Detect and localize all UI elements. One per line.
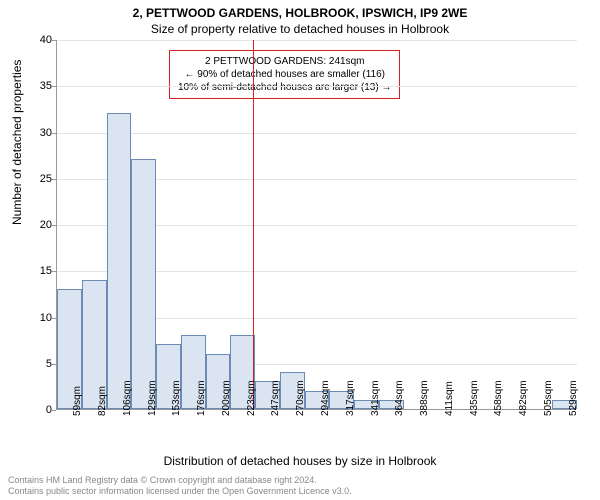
xtick-label: 129sqm (147, 380, 158, 416)
xtick-label: 317sqm (345, 380, 356, 416)
chart-title-main: 2, PETTWOOD GARDENS, HOLBROOK, IPSWICH, … (0, 6, 600, 20)
annotation-line1: 2 PETTWOOD GARDENS: 241sqm (178, 55, 391, 68)
ytick-mark (52, 271, 56, 272)
chart-container: 2, PETTWOOD GARDENS, HOLBROOK, IPSWICH, … (0, 0, 600, 500)
footer-line2: Contains public sector information licen… (8, 486, 352, 497)
xtick-label: 505sqm (543, 380, 554, 416)
xtick-label: 294sqm (320, 380, 331, 416)
ytick-label: 20 (30, 219, 52, 231)
annotation-line2: ← 90% of detached houses are smaller (11… (178, 68, 391, 81)
marker-line (253, 40, 254, 410)
xtick-label: 411sqm (444, 381, 455, 416)
y-axis-label: Number of detached properties (10, 60, 24, 225)
annotation-box: 2 PETTWOOD GARDENS: 241sqm ← 90% of deta… (169, 50, 400, 99)
ytick-label: 0 (30, 404, 52, 416)
footer-line1: Contains HM Land Registry data © Crown c… (8, 475, 352, 486)
xtick-label: 200sqm (221, 380, 232, 416)
gridline (57, 40, 577, 41)
xtick-label: 247sqm (270, 380, 281, 416)
xtick-label: 82sqm (97, 386, 108, 416)
histogram-bar (107, 113, 132, 409)
xtick-label: 435sqm (469, 380, 480, 416)
xtick-label: 388sqm (419, 380, 430, 416)
xtick-label: 341sqm (370, 380, 381, 416)
xtick-label: 529sqm (568, 380, 579, 416)
xtick-label: 458sqm (493, 380, 504, 416)
ytick-label: 5 (30, 358, 52, 370)
xtick-label: 270sqm (295, 380, 306, 416)
ytick-label: 35 (30, 80, 52, 92)
ytick-mark (52, 225, 56, 226)
annotation-line3: 10% of semi-detached houses are larger (… (178, 81, 391, 94)
ytick-mark (52, 86, 56, 87)
xtick-label: 223sqm (246, 380, 257, 416)
ytick-mark (52, 318, 56, 319)
ytick-label: 40 (30, 34, 52, 46)
ytick-mark (52, 410, 56, 411)
x-axis-label: Distribution of detached houses by size … (0, 454, 600, 468)
xtick-label: 364sqm (394, 380, 405, 416)
ytick-label: 10 (30, 312, 52, 324)
ytick-mark (52, 179, 56, 180)
ytick-label: 30 (30, 127, 52, 139)
chart-title-sub: Size of property relative to detached ho… (0, 22, 600, 36)
footer-attribution: Contains HM Land Registry data © Crown c… (8, 475, 352, 497)
ytick-mark (52, 364, 56, 365)
xtick-label: 482sqm (518, 380, 529, 416)
xtick-label: 59sqm (72, 386, 83, 416)
xtick-label: 153sqm (171, 380, 182, 416)
xtick-label: 176sqm (196, 380, 207, 416)
xtick-label: 106sqm (122, 380, 133, 416)
ytick-label: 25 (30, 173, 52, 185)
ytick-mark (52, 40, 56, 41)
gridline (57, 133, 577, 134)
gridline (57, 86, 577, 87)
plot-area: 2 PETTWOOD GARDENS: 241sqm ← 90% of deta… (56, 40, 576, 410)
ytick-mark (52, 133, 56, 134)
ytick-label: 15 (30, 265, 52, 277)
histogram-bar (131, 159, 156, 409)
